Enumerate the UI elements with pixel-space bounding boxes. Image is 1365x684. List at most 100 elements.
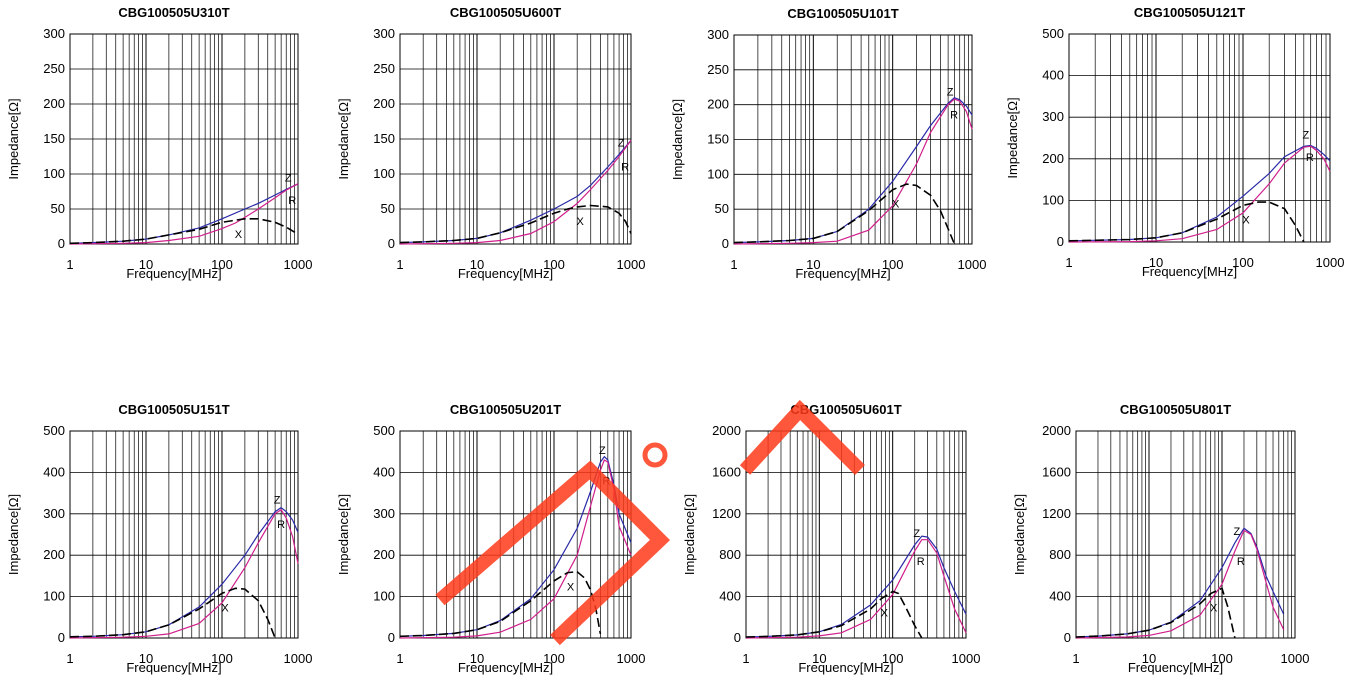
y-tick-label: 0 bbox=[1064, 630, 1071, 645]
y-tick-label: 300 bbox=[1042, 109, 1064, 124]
series-r-line bbox=[1068, 145, 1331, 243]
chart-1: CBG100505U310T 0 50 100 150 200 250 300 1 10 100 10… bbox=[6, 5, 312, 281]
series-r-line bbox=[745, 539, 967, 639]
y-tick-label: 250 bbox=[373, 61, 395, 76]
x-tick-label: 1000 bbox=[958, 257, 987, 272]
series-r-line bbox=[69, 183, 299, 245]
x-tick-label: 1 bbox=[1065, 255, 1072, 270]
x-tick-label: 1000 bbox=[952, 651, 981, 666]
y-tick-label: 100 bbox=[707, 166, 729, 181]
chart-title: CBG100505U151T bbox=[118, 402, 229, 417]
chart-8: CBG100505U801T 0 400 800 1200 1600 2000 1 10 100 1… bbox=[1012, 402, 1309, 675]
series-x-label: X bbox=[892, 199, 900, 211]
plot-frame bbox=[745, 430, 967, 639]
y-tick-label: 200 bbox=[373, 547, 395, 562]
series-z-line bbox=[745, 535, 967, 638]
series-z-label: Z bbox=[1233, 526, 1240, 538]
series-r-label: R bbox=[288, 195, 296, 207]
y-tick-label: 300 bbox=[43, 26, 65, 41]
chart-7: CBG100505U601T 0 400 800 1200 1600 2000 1 10 100 1… bbox=[682, 402, 980, 675]
y-tick-label: 0 bbox=[388, 236, 395, 251]
x-tick-label: 1 bbox=[742, 651, 749, 666]
x-tick-label: 100 bbox=[211, 651, 233, 666]
series-z-label: Z bbox=[285, 172, 292, 184]
y-axis-label: Impedance[Ω] bbox=[336, 98, 351, 179]
plot-frame bbox=[399, 430, 632, 639]
y-tick-label: 100 bbox=[43, 589, 65, 604]
series-x-line bbox=[399, 204, 632, 244]
series-r-label: R bbox=[950, 110, 958, 122]
y-tick-label: 200 bbox=[43, 96, 65, 111]
chart-title: CBG100505U801T bbox=[1120, 402, 1231, 417]
series-r-label: R bbox=[1237, 556, 1245, 568]
x-axis-label: Frequency[MHz] bbox=[126, 660, 221, 675]
series-x-line bbox=[745, 590, 923, 639]
y-tick-label: 300 bbox=[373, 26, 395, 41]
plot-frame bbox=[1068, 33, 1331, 243]
x-tick-label: 100 bbox=[543, 257, 565, 272]
y-tick-label: 400 bbox=[1049, 589, 1071, 604]
x-tick-label: 100 bbox=[1211, 651, 1233, 666]
y-tick-label: 500 bbox=[1042, 26, 1064, 41]
series-z-label: Z bbox=[913, 528, 920, 540]
series-z-line bbox=[399, 140, 632, 244]
y-tick-label: 300 bbox=[373, 506, 395, 521]
y-tick-label: 400 bbox=[373, 464, 395, 479]
series-r-label: R bbox=[1306, 152, 1314, 164]
x-axis-label: Frequency[MHz] bbox=[458, 266, 553, 281]
chart-6: CBG100505U201T 0 100 200 300 400 500 1 10 100 1000… bbox=[336, 402, 645, 675]
y-tick-label: 1600 bbox=[712, 464, 741, 479]
y-tick-label: 0 bbox=[388, 630, 395, 645]
x-tick-label: 10 bbox=[806, 257, 820, 272]
series-x-line bbox=[1068, 201, 1305, 243]
series-r-line bbox=[69, 508, 299, 639]
x-tick-label: 1 bbox=[396, 257, 403, 272]
y-tick-label: 0 bbox=[722, 236, 729, 251]
series-r-line bbox=[1075, 529, 1285, 639]
x-tick-label: 1 bbox=[66, 651, 73, 666]
y-axis-label: Impedance[Ω] bbox=[1005, 97, 1020, 178]
series-r-label: R bbox=[602, 475, 610, 487]
series-z-line bbox=[1075, 527, 1285, 638]
series-z-label: Z bbox=[274, 495, 281, 507]
y-tick-label: 500 bbox=[373, 423, 395, 438]
plot-frame bbox=[733, 34, 973, 245]
x-tick-label: 100 bbox=[543, 651, 565, 666]
chart-title: CBG100505U121T bbox=[1134, 5, 1245, 20]
y-axis-label: Impedance[Ω] bbox=[6, 494, 21, 575]
series-z-line bbox=[69, 183, 299, 244]
x-tick-label: 1 bbox=[66, 257, 73, 272]
chart-5: CBG100505U151T 0 100 200 300 400 500 1 10 100 1000… bbox=[6, 402, 312, 675]
y-tick-label: 2000 bbox=[1042, 423, 1071, 438]
series-r-label: R bbox=[277, 519, 285, 531]
chart-title: CBG100505U201T bbox=[450, 402, 561, 417]
y-tick-label: 400 bbox=[719, 589, 741, 604]
y-tick-label: 0 bbox=[58, 236, 65, 251]
x-tick-label: 1000 bbox=[617, 651, 646, 666]
x-tick-label: 10 bbox=[812, 651, 826, 666]
y-tick-label: 800 bbox=[1049, 547, 1071, 562]
x-axis-label: Frequency[MHz] bbox=[458, 660, 553, 675]
series-x-label: X bbox=[577, 216, 585, 228]
series-x-line bbox=[69, 587, 276, 639]
chart-title: CBG100505U600T bbox=[450, 5, 561, 20]
y-tick-label: 250 bbox=[43, 61, 65, 76]
y-tick-label: 100 bbox=[43, 166, 65, 181]
y-axis-label: Impedance[Ω] bbox=[682, 494, 697, 575]
y-tick-label: 800 bbox=[719, 547, 741, 562]
series-x-label: X bbox=[235, 229, 243, 241]
chart-title: CBG100505U101T bbox=[787, 6, 898, 21]
series-z-label: Z bbox=[947, 86, 954, 98]
series-x-line bbox=[69, 218, 299, 245]
x-tick-label: 1000 bbox=[284, 257, 313, 272]
x-axis-label: Frequency[MHz] bbox=[798, 660, 893, 675]
series-z-label: Z bbox=[618, 137, 625, 149]
y-tick-label: 0 bbox=[58, 630, 65, 645]
y-tick-label: 50 bbox=[51, 201, 65, 216]
x-tick-label: 100 bbox=[882, 257, 904, 272]
series-x-line bbox=[733, 183, 956, 245]
plot-frame bbox=[399, 33, 632, 245]
y-tick-label: 200 bbox=[43, 547, 65, 562]
x-tick-label: 100 bbox=[882, 651, 904, 666]
chart-2: CBG100505U600T 0 50 100 150 200 250 300 1 10 100 10… bbox=[336, 5, 645, 281]
